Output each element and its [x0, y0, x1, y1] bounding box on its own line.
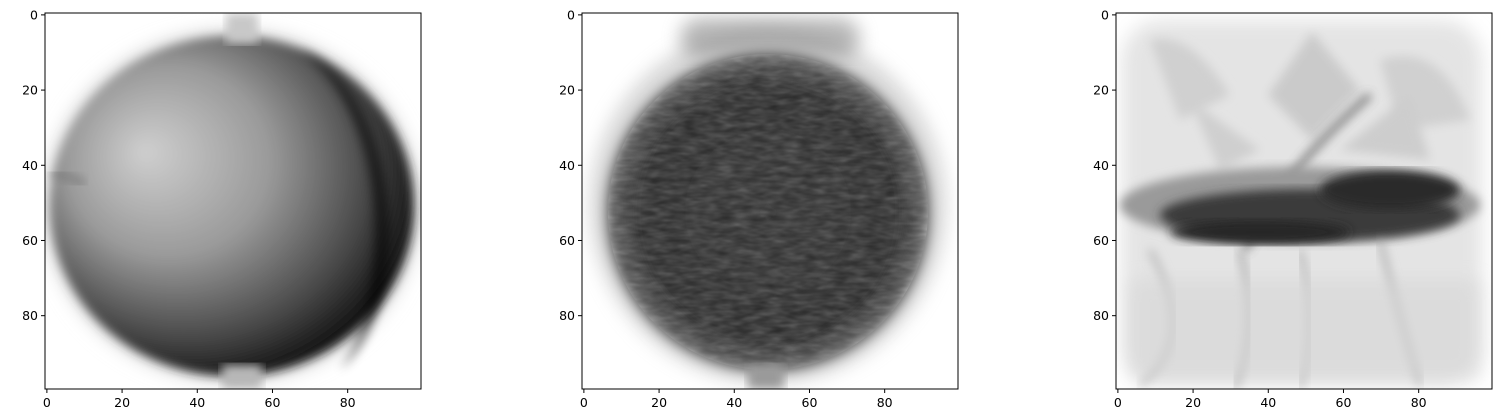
x-tick-label: 40	[1260, 395, 1276, 410]
y-ticks: 0 20 40 60 80	[1093, 7, 1116, 323]
y-tick-label: 60	[22, 233, 38, 248]
x-tick-label: 60	[802, 395, 818, 410]
y-tick-label: 40	[1093, 158, 1109, 173]
y-tick-label: 0	[567, 7, 575, 22]
x-tick-label: 20	[1185, 395, 1201, 410]
x-tick-label: 20	[651, 395, 667, 410]
y-tick-label: 40	[22, 158, 38, 173]
y-tick-label: 20	[559, 83, 575, 98]
y-tick-label: 0	[1101, 7, 1109, 22]
y-tick-label: 40	[559, 158, 575, 173]
axes-frame	[1115, 12, 1493, 390]
subplot-3: 0 20 40 60 80 0 20 40 60 80	[1093, 7, 1493, 410]
heatmap-image	[1120, 20, 1482, 389]
heatmap-image	[45, 13, 420, 389]
y-tick-label: 80	[22, 308, 38, 323]
x-tick-label: 40	[189, 395, 205, 410]
y-tick-label: 0	[30, 7, 38, 22]
x-tick-label: 60	[1336, 395, 1352, 410]
x-tick-label: 20	[114, 395, 130, 410]
x-tick-label: 0	[43, 395, 51, 410]
x-ticks: 0 20 40 60 80	[1114, 389, 1427, 410]
x-tick-label: 40	[726, 395, 742, 410]
y-tick-label: 60	[1093, 233, 1109, 248]
y-ticks: 0 20 40 60 80	[22, 7, 45, 323]
y-tick-label: 80	[1093, 308, 1109, 323]
x-tick-label: 0	[1114, 395, 1122, 410]
x-tick-label: 80	[1411, 395, 1427, 410]
y-tick-label: 60	[559, 233, 575, 248]
y-tick-label: 80	[559, 308, 575, 323]
x-tick-label: 80	[340, 395, 356, 410]
y-tick-label: 20	[1093, 83, 1109, 98]
x-tick-label: 80	[877, 395, 893, 410]
heatmap-image	[590, 18, 946, 389]
x-ticks: 0 20 40 60 80	[43, 389, 356, 410]
x-tick-label: 60	[265, 395, 281, 410]
y-ticks: 0 20 40 60 80	[559, 7, 582, 323]
axes-frame	[581, 12, 959, 390]
axes-frame	[44, 12, 422, 390]
x-ticks: 0 20 40 60 80	[580, 389, 893, 410]
subplot-1: 0 20 40 60 80 0 20 40 60 80	[22, 7, 422, 410]
x-tick-label: 0	[580, 395, 588, 410]
subplot-2: 0 20 40 60 80 0 20 40 60 80	[559, 7, 959, 410]
y-tick-label: 20	[22, 83, 38, 98]
